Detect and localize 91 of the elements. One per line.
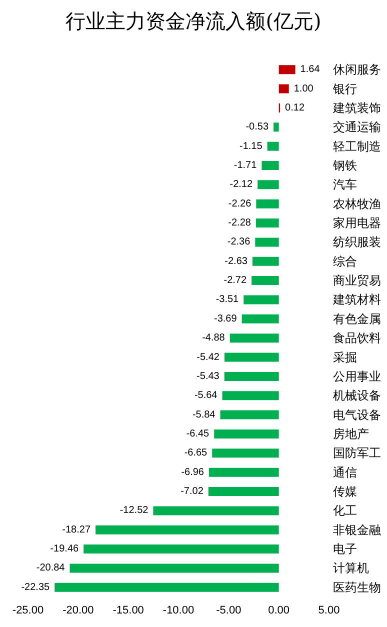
bar <box>212 448 279 458</box>
data-label: -18.27 <box>62 524 91 536</box>
y-tick-label: 建筑装饰 <box>332 100 381 115</box>
y-tick-label: 化工 <box>333 504 357 518</box>
y-tick-label: 汽车 <box>333 178 357 192</box>
y-tick-label: 国防军工 <box>333 446 381 460</box>
data-label: -2.72 <box>224 275 247 286</box>
data-label: -5.42 <box>196 352 220 363</box>
bar <box>208 487 279 496</box>
data-label: -2.28 <box>228 218 252 229</box>
x-tick-label: -15.00 <box>112 604 144 616</box>
data-label: 1.64 <box>300 64 320 76</box>
y-tick-label: 银行 <box>332 82 357 96</box>
y-tick-label: 商业贸易 <box>333 274 381 288</box>
x-tick-label: -5.00 <box>216 604 242 616</box>
data-label: -3.51 <box>216 294 240 306</box>
x-tick-label: -10.00 <box>162 604 194 616</box>
bar <box>222 391 279 400</box>
data-label: -5.64 <box>194 390 218 402</box>
y-tick-label: 农林牧渔 <box>333 196 381 211</box>
bar <box>220 410 279 420</box>
y-tick-label: 机械设备 <box>333 388 381 403</box>
y-tick-label: 非银金融 <box>333 522 381 537</box>
data-label: -6.65 <box>184 448 208 459</box>
data-label: -22.35 <box>21 582 50 593</box>
data-label: -1.15 <box>240 140 263 152</box>
bar <box>258 180 279 190</box>
bar <box>214 429 279 438</box>
bar <box>256 218 279 228</box>
data-label: -2.12 <box>230 179 253 190</box>
y-tick-label: 食品饮料 <box>333 331 381 346</box>
y-tick-label: 电子 <box>333 542 357 556</box>
data-label: -3.69 <box>214 313 238 324</box>
y-tick-label: 纺织服装 <box>333 235 381 250</box>
y-tick-label: 家用电器 <box>333 216 381 230</box>
data-label: -2.36 <box>227 236 251 248</box>
y-tick-label: 电气设备 <box>333 408 381 422</box>
x-tick-label: 5.00 <box>318 604 340 616</box>
y-tick-label: 房地产 <box>333 426 369 441</box>
bar <box>96 525 279 534</box>
y-tick-label: 传媒 <box>333 484 357 499</box>
bar <box>153 506 279 516</box>
chart-title: 行业主力资金净流入额(亿元) <box>66 9 322 33</box>
y-tick-label: 通信 <box>333 465 357 480</box>
y-tick-label: 有色金属 <box>333 312 381 326</box>
data-label: -5.84 <box>192 409 216 420</box>
bar <box>242 314 279 324</box>
bar <box>267 142 279 151</box>
y-tick-label: 休闲服务 <box>333 62 381 77</box>
bar <box>224 372 279 381</box>
data-label: -4.88 <box>202 332 226 344</box>
data-label: -19.46 <box>50 544 80 555</box>
bar <box>244 295 279 304</box>
bar <box>255 238 279 247</box>
data-label: -0.53 <box>246 122 269 133</box>
y-tick-label: 计算机 <box>333 561 369 576</box>
y-tick-label: 轻工制造 <box>333 139 381 154</box>
data-label: -7.02 <box>180 486 204 498</box>
bar <box>224 352 279 362</box>
bar <box>84 544 279 554</box>
bar <box>70 564 279 573</box>
bar <box>278 84 289 94</box>
data-label: 0.12 <box>285 102 305 114</box>
y-tick-label: 钢铁 <box>332 158 357 172</box>
y-tick-label: 采掘 <box>333 350 357 364</box>
bar <box>209 468 279 477</box>
bar <box>54 582 279 592</box>
data-label: -2.63 <box>224 256 248 267</box>
bar <box>252 256 279 266</box>
data-label: -20.84 <box>36 562 66 574</box>
y-tick-label: 交通运输 <box>333 120 381 134</box>
bar <box>262 160 279 170</box>
bar <box>252 276 279 286</box>
data-label: -6.96 <box>181 466 204 478</box>
x-tick-label: -25.00 <box>12 604 44 616</box>
x-tick-label: -20.00 <box>62 604 94 616</box>
data-label: -1.71 <box>234 160 258 171</box>
bar <box>278 65 296 74</box>
y-tick-label: 公用事业 <box>333 369 381 384</box>
bar <box>274 122 279 132</box>
bar <box>230 334 279 343</box>
data-label: -5.43 <box>196 370 220 382</box>
bar <box>256 199 279 208</box>
y-tick-label: 建筑材料 <box>332 292 381 307</box>
data-label: -2.26 <box>228 198 252 210</box>
data-label: 1.00 <box>294 83 314 94</box>
data-label: -12.52 <box>120 505 149 516</box>
data-label: -6.45 <box>186 428 210 440</box>
y-tick-label: 医药生物 <box>333 580 381 594</box>
x-tick-label: 0.00 <box>268 604 290 616</box>
y-tick-label: 综合 <box>333 254 357 268</box>
